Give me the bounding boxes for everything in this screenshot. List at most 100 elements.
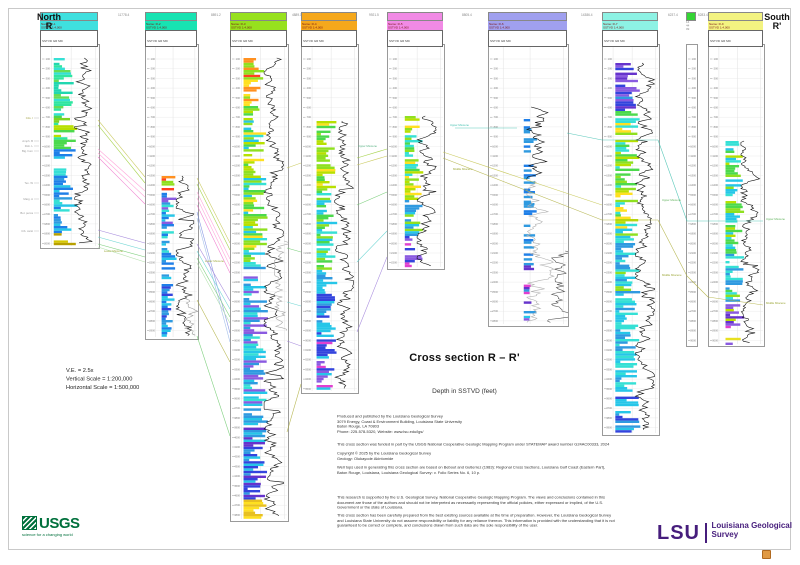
svg-text:1400: 1400 [690, 183, 696, 187]
svg-text:600: 600 [236, 106, 241, 110]
svg-text:1000: 1000 [391, 144, 397, 148]
lsu-divider [705, 523, 707, 543]
svg-text:1500: 1500 [690, 193, 696, 197]
depth-grid: 100 200 300 400 500 600 700 800 900 1000 1100 1200 1… [389, 47, 443, 267]
svg-text:1700: 1700 [391, 212, 397, 216]
svg-text:900: 900 [393, 135, 398, 139]
svg-text:1200: 1200 [492, 164, 498, 168]
svg-text:1500: 1500 [492, 193, 498, 197]
svg-text:800: 800 [692, 125, 697, 129]
svg-text:200: 200 [692, 67, 697, 71]
well-title-bar: R-4 LGS (SSTVD) [301, 12, 357, 21]
well-strip-w7: 100 200 300 400 500 600 700 800 900 1000 1100 1200 1… [602, 44, 660, 436]
svg-text:2300: 2300 [606, 270, 612, 274]
svg-text:3200: 3200 [606, 358, 612, 362]
svg-text:200: 200 [714, 67, 719, 71]
well-strip-w5: 100 200 300 400 500 600 700 800 900 1000 1100 1200 1… [387, 44, 445, 270]
disclaimer-line: document are those of the authors and sh… [337, 501, 604, 505]
svg-text:2100: 2100 [492, 251, 498, 255]
svg-text:600: 600 [608, 106, 613, 110]
svg-text:1900: 1900 [712, 232, 718, 236]
svg-text:1100: 1100 [690, 154, 696, 158]
svg-text:800: 800 [236, 125, 241, 129]
well-header-table: SSTVD GR MD [387, 30, 443, 47]
svg-text:100: 100 [714, 57, 719, 61]
svg-text:400: 400 [692, 86, 697, 90]
well-track-row: SSTVD GR MD [303, 40, 324, 43]
well-header-table: SSTVD GR MD [230, 30, 287, 47]
svg-text:2500: 2500 [234, 290, 240, 294]
well-header-table: SSTVD GR MD [40, 30, 98, 47]
well-title-bar: R-3 LGS (SSTVD) [230, 12, 287, 21]
svg-text:200: 200 [46, 67, 51, 71]
svg-text:1300: 1300 [44, 173, 50, 177]
svg-text:3200: 3200 [305, 358, 311, 362]
svg-text:900: 900 [494, 135, 499, 139]
svg-text:1900: 1900 [492, 232, 498, 236]
svg-text:1700: 1700 [305, 212, 311, 216]
svg-text:200: 200 [393, 67, 398, 71]
svg-text:1300: 1300 [234, 173, 240, 177]
svg-text:1300: 1300 [149, 173, 155, 177]
svg-text:2400: 2400 [234, 280, 240, 284]
well-log-plot: 100 200 300 400 500 600 700 800 900 1000 1100 1200 1… [232, 47, 288, 519]
welltops-line: Baton Rouge, Louisiana, Louisiana Geolog… [337, 471, 481, 475]
litho-track [615, 63, 641, 433]
south-label: South [764, 12, 790, 22]
svg-text:600: 600 [151, 106, 156, 110]
svg-text:1200: 1200 [606, 164, 612, 168]
well-track-row: SSTVD GR MD [147, 40, 168, 43]
svg-text:900: 900 [608, 135, 613, 139]
svg-text:1000: 1000 [44, 144, 50, 148]
svg-text:3200: 3200 [234, 358, 240, 362]
well-strip-w1: 100 200 300 400 500 600 700 800 900 1000 1100 1200 1… [40, 44, 100, 249]
credits-copyright: Copyright © 2025 by the Louisiana Geolog… [337, 452, 480, 467]
svg-text:200: 200 [608, 67, 613, 71]
disclaimer-line: guaranteed to be correct or complete, an… [337, 524, 539, 528]
svg-text:1500: 1500 [44, 193, 50, 197]
svg-text:1700: 1700 [606, 212, 612, 216]
svg-text:100: 100 [608, 57, 613, 61]
well-track-row: SSTVD GR MD [232, 40, 253, 43]
svg-text:100: 100 [692, 57, 697, 61]
lsu-logo: LSU Louisiana Geological Survey [657, 521, 792, 545]
svg-text:100: 100 [151, 57, 156, 61]
svg-text:3000: 3000 [690, 338, 696, 342]
svg-text:1900: 1900 [234, 232, 240, 236]
litho-track [725, 141, 745, 345]
svg-text:2100: 2100 [606, 251, 612, 255]
svg-text:1500: 1500 [305, 193, 311, 197]
log-curve [547, 250, 568, 323]
svg-text:1700: 1700 [712, 212, 718, 216]
svg-text:800: 800 [714, 125, 719, 129]
svg-text:3900: 3900 [606, 426, 612, 430]
svg-text:2400: 2400 [690, 280, 696, 284]
svg-text:2300: 2300 [234, 270, 240, 274]
svg-text:500: 500 [608, 96, 613, 100]
svg-text:1500: 1500 [606, 193, 612, 197]
svg-text:3000: 3000 [606, 338, 612, 342]
north-end-label: North R [32, 13, 66, 31]
svg-text:900: 900 [714, 135, 719, 139]
well-info-text: Name: R-1 SSTVD 1:4,000 [41, 23, 62, 30]
svg-text:700: 700 [608, 115, 613, 119]
svg-text:2600: 2600 [305, 300, 311, 304]
svg-text:1000: 1000 [305, 144, 311, 148]
scale-block: V.E. = 2.5x Vertical Scale = 1:200,000 H… [66, 367, 143, 394]
svg-text:2400: 2400 [606, 280, 612, 284]
svg-text:1600: 1600 [492, 203, 498, 207]
well-title-bar: R-2 LGS (SSTVD) [145, 12, 197, 21]
well-log-plot: 100 200 300 400 500 600 700 800 900 1000 1100 1200 1… [710, 47, 763, 345]
geology-credit-line: Geology: Olukayode Akintomide [337, 457, 394, 461]
svg-text:2000: 2000 [492, 241, 498, 245]
svg-text:2200: 2200 [391, 261, 397, 265]
corner-stamp-icon [762, 550, 771, 559]
svg-text:4300: 4300 [234, 464, 240, 468]
well-title-bar: R-9 LGS (SSTVD) [708, 12, 763, 21]
svg-text:1600: 1600 [44, 203, 50, 207]
